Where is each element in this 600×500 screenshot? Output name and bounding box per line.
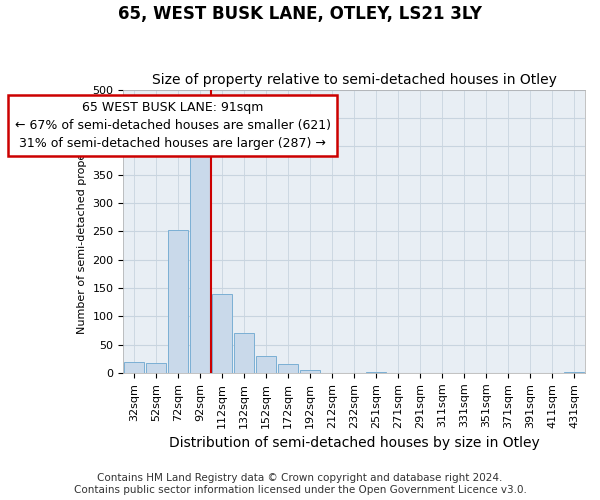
Bar [168,230,188,373]
Bar [300,370,320,373]
Text: Contains HM Land Registry data © Crown copyright and database right 2024.
Contai: Contains HM Land Registry data © Crown c… [74,474,526,495]
Bar [124,362,144,373]
Bar [212,294,232,373]
Bar [278,364,298,373]
Text: 65 WEST BUSK LANE: 91sqm
← 67% of semi-detached houses are smaller (621)
31% of : 65 WEST BUSK LANE: 91sqm ← 67% of semi-d… [14,101,331,150]
Bar [234,334,254,373]
Title: Size of property relative to semi-detached houses in Otley: Size of property relative to semi-detach… [152,73,557,87]
Bar [146,362,166,373]
Bar [564,372,584,373]
Bar [256,356,276,373]
Bar [366,372,386,373]
Bar [190,152,210,373]
Y-axis label: Number of semi-detached properties: Number of semi-detached properties [77,128,87,334]
X-axis label: Distribution of semi-detached houses by size in Otley: Distribution of semi-detached houses by … [169,436,539,450]
Text: 65, WEST BUSK LANE, OTLEY, LS21 3LY: 65, WEST BUSK LANE, OTLEY, LS21 3LY [118,5,482,23]
